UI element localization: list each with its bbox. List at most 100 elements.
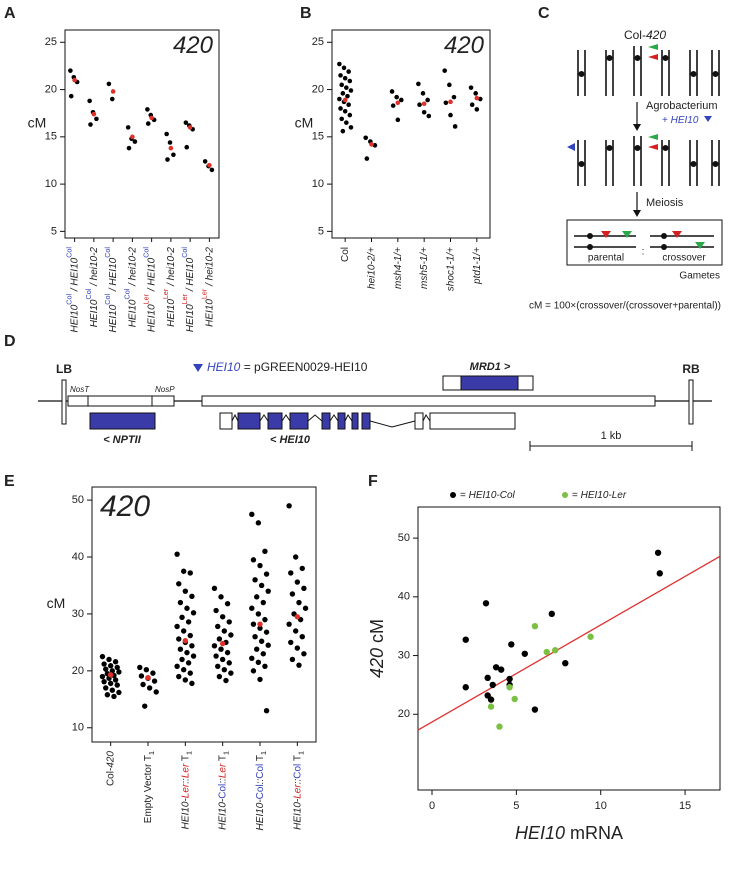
data-point bbox=[187, 632, 193, 639]
data-point bbox=[363, 135, 369, 141]
nost: NosT bbox=[70, 385, 90, 394]
data-point bbox=[263, 629, 270, 635]
data-point bbox=[221, 667, 228, 673]
label-part: / hei10-2 bbox=[127, 247, 138, 289]
data-point bbox=[337, 96, 342, 102]
legend-prefix: = bbox=[460, 490, 466, 501]
label-part: HEI10 bbox=[89, 299, 100, 327]
panel-letter: C bbox=[538, 5, 550, 22]
label-part: Col bbox=[123, 288, 132, 299]
label-part: cM bbox=[367, 619, 387, 648]
data-point bbox=[215, 623, 221, 630]
data-point bbox=[487, 696, 495, 703]
legend-marker bbox=[450, 492, 456, 498]
data-point bbox=[176, 673, 182, 680]
parental: parental bbox=[588, 253, 624, 264]
data-point bbox=[288, 639, 294, 646]
data-point bbox=[109, 96, 115, 102]
data-point bbox=[107, 663, 114, 669]
mean-point bbox=[110, 89, 116, 94]
data-point bbox=[508, 641, 515, 648]
label-part: T bbox=[217, 755, 228, 764]
panel-letter: B bbox=[300, 5, 312, 22]
mean-point bbox=[145, 674, 151, 681]
data-point bbox=[184, 649, 190, 656]
mean-point bbox=[294, 614, 301, 620]
data-point bbox=[258, 638, 265, 644]
data-point bbox=[68, 68, 73, 73]
scale-bar: 1 kb bbox=[601, 430, 622, 442]
label-part: HEI10 bbox=[69, 304, 80, 332]
label-part: HEI10- bbox=[217, 798, 228, 830]
data-point bbox=[185, 619, 192, 625]
data-point bbox=[348, 88, 354, 93]
data-point bbox=[107, 680, 114, 687]
label-part: Col bbox=[255, 784, 266, 799]
data-point bbox=[150, 670, 156, 676]
label-part: HEI10 bbox=[127, 299, 138, 327]
data-point bbox=[88, 122, 93, 127]
data-point bbox=[254, 646, 260, 652]
data-point bbox=[249, 655, 255, 662]
data-point bbox=[99, 673, 106, 680]
y-axis-label: cM bbox=[47, 595, 66, 611]
label-part: 420 bbox=[367, 648, 387, 678]
label-part: HEI10- bbox=[180, 798, 191, 830]
data-point bbox=[125, 125, 131, 130]
data-point bbox=[399, 97, 404, 103]
label-part: HEI10 bbox=[515, 823, 565, 843]
panel-letter: E bbox=[4, 473, 15, 490]
data-point bbox=[462, 636, 469, 643]
data-point bbox=[257, 562, 263, 569]
separator: : bbox=[642, 247, 645, 258]
mean-point bbox=[107, 672, 114, 678]
y-tick-label: 25 bbox=[312, 36, 324, 48]
data-point bbox=[286, 503, 292, 509]
data-point bbox=[339, 116, 344, 122]
x-tick-label: HEI10Ler / hei10-2 bbox=[161, 247, 176, 327]
data-point bbox=[258, 582, 265, 589]
data-point bbox=[103, 666, 109, 672]
data-point bbox=[101, 678, 107, 685]
annotation: 420 bbox=[444, 32, 485, 59]
data-point bbox=[372, 143, 378, 148]
mean-point bbox=[219, 640, 226, 647]
data-point bbox=[213, 607, 219, 614]
data-point bbox=[216, 636, 223, 642]
label-part: Col bbox=[142, 247, 151, 258]
data-point bbox=[249, 605, 255, 611]
x-axis-label: HEI10 mRNA bbox=[515, 823, 623, 843]
label-part: ptd1-1/+ bbox=[471, 247, 482, 285]
data-point bbox=[219, 656, 226, 663]
data-point bbox=[218, 594, 224, 600]
plot-frame bbox=[331, 29, 491, 239]
data-point bbox=[654, 549, 662, 556]
x-tick-label: HEI10Col / HEI10Col bbox=[65, 247, 80, 333]
x-tick-label: ptd1-1/+ bbox=[471, 247, 482, 285]
data-point bbox=[142, 703, 148, 709]
mean-point bbox=[474, 95, 480, 101]
data-point bbox=[451, 94, 457, 100]
label-part: HEI10 bbox=[166, 299, 177, 327]
x-tick-label: HEI10Col / HEI10Col bbox=[104, 247, 119, 333]
annotation: 420 bbox=[100, 490, 150, 523]
data-point bbox=[416, 81, 421, 87]
label-part: Col bbox=[104, 294, 113, 305]
label-part: msh4-1/+ bbox=[392, 247, 403, 289]
data-point bbox=[260, 651, 266, 657]
trend-line bbox=[417, 555, 721, 731]
plus: + bbox=[662, 115, 668, 126]
data-point bbox=[202, 159, 208, 164]
data-point bbox=[255, 520, 262, 526]
data-point bbox=[346, 102, 351, 107]
data-point bbox=[484, 674, 491, 682]
data-point bbox=[99, 653, 106, 660]
construct-name: = pGREEN0029-HEI10 bbox=[240, 360, 367, 374]
panel-c: Col-420 Agrobacterium + HEI10 Meiosis bbox=[529, 28, 723, 312]
label-part: / hei10-2 bbox=[89, 247, 100, 289]
data-point bbox=[345, 93, 350, 99]
data-point bbox=[228, 670, 234, 676]
label-part: Col bbox=[340, 247, 351, 262]
data-point bbox=[262, 548, 268, 555]
label-part: 1 bbox=[185, 751, 194, 755]
